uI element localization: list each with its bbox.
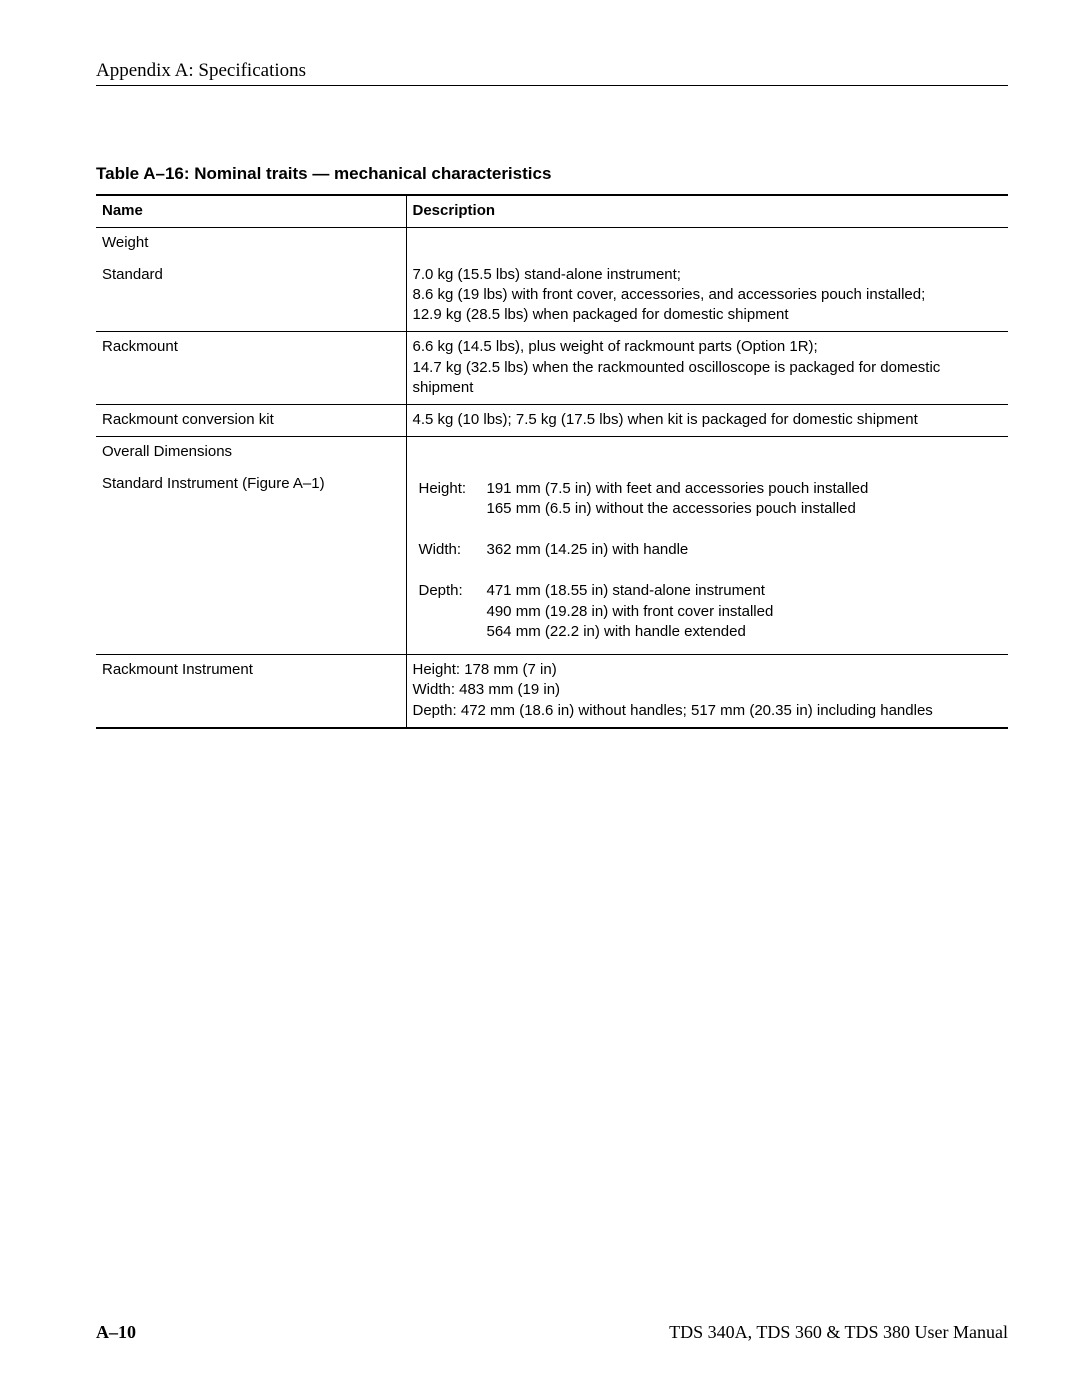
col-header-description: Description (406, 195, 1008, 228)
row-name-standard: Standard (96, 260, 406, 332)
page-footer: A–10 TDS 340A, TDS 360 & TDS 380 User Ma… (96, 1322, 1008, 1343)
footer-manual-title: TDS 340A, TDS 360 & TDS 380 User Manual (669, 1322, 1008, 1343)
dim-width-value: 362 mm (14.25 in) with handle (481, 535, 695, 566)
dim-height-table: Height: 191 mm (7.5 in) with feet and ac… (413, 474, 875, 526)
dim-width-table: Width: 362 mm (14.25 in) with handle (413, 535, 695, 566)
dim-height-label: Height: (413, 474, 481, 526)
row-desc-standard: 7.0 kg (15.5 lbs) stand-alone instrument… (406, 260, 1008, 332)
weight-section-desc (406, 228, 1008, 260)
dim-height-value: 191 mm (7.5 in) with feet and accessorie… (481, 474, 875, 526)
row-name-rack-kit: Rackmount conversion kit (96, 405, 406, 437)
dimensions-section-header: Overall Dimensions (96, 437, 406, 469)
dim-width-label: Width: (413, 535, 481, 566)
specifications-table: Name Description Weight Standard 7.0 kg … (96, 194, 1008, 729)
table-title: Table A–16: Nominal traits — mechanical … (96, 164, 1008, 184)
dimensions-section-desc (406, 437, 1008, 469)
row-name-rack-instrument: Rackmount Instrument (96, 655, 406, 728)
dim-depth-label: Depth: (413, 576, 481, 648)
col-header-name: Name (96, 195, 406, 228)
row-desc-std-instrument: Height: 191 mm (7.5 in) with feet and ac… (406, 469, 1008, 655)
dim-depth-table: Depth: 471 mm (18.55 in) stand-alone ins… (413, 576, 780, 648)
dim-depth-value: 471 mm (18.55 in) stand-alone instrument… (481, 576, 780, 648)
row-desc-rackmount: 6.6 kg (14.5 lbs), plus weight of rackmo… (406, 332, 1008, 405)
page-header: Appendix A: Specifications (96, 60, 1008, 86)
row-desc-rack-kit: 4.5 kg (10 lbs); 7.5 kg (17.5 lbs) when … (406, 405, 1008, 437)
weight-section-header: Weight (96, 228, 406, 260)
row-name-std-instrument: Standard Instrument (Figure A–1) (96, 469, 406, 655)
row-desc-rack-instrument: Height: 178 mm (7 in) Width: 483 mm (19 … (406, 655, 1008, 728)
footer-page-number: A–10 (96, 1322, 136, 1343)
row-name-rackmount: Rackmount (96, 332, 406, 405)
